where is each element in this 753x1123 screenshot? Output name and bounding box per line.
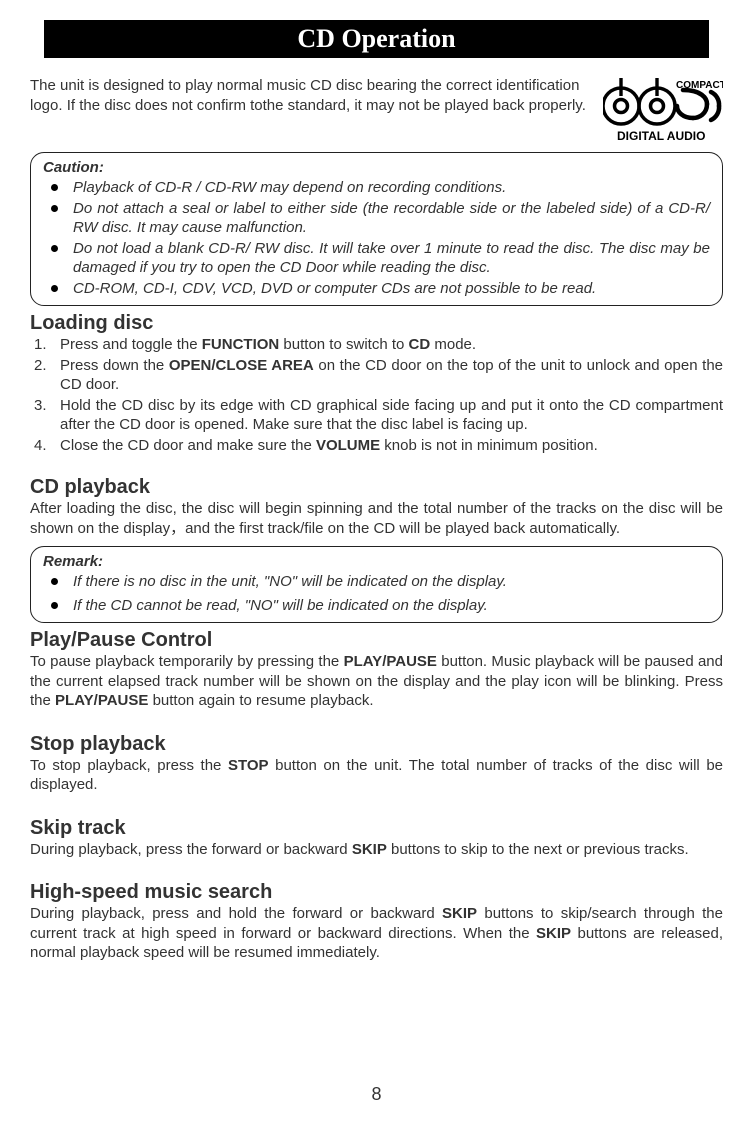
caution-list: Playback of CD-R / CD-RW may depend on r… [43, 178, 710, 298]
cd-playback-text: After loading the disc, the disc will be… [30, 499, 723, 538]
remark-heading: Remark: [43, 553, 710, 570]
intro-text: The unit is designed to play normal musi… [30, 76, 589, 117]
caution-item: CD-ROM, CD-I, CDV, VCD, DVD or computer … [43, 279, 710, 299]
skip-heading: Skip track [30, 817, 723, 840]
caution-item: Do not load a blank CD-R/ RW disc. It wi… [43, 239, 710, 278]
search-heading: High-speed music search [30, 881, 723, 904]
remark-box: Remark: If there is no disc in the unit,… [30, 546, 723, 623]
caution-heading: Caution: [43, 159, 710, 176]
loading-step: Press and toggle the FUNCTION button to … [30, 335, 723, 355]
loading-heading: Loading disc [30, 312, 723, 335]
svg-text:DIGITAL AUDIO: DIGITAL AUDIO [617, 129, 705, 143]
loading-step: Hold the CD disc by its edge with CD gra… [30, 396, 723, 435]
stop-heading: Stop playback [30, 733, 723, 756]
page-number: 8 [0, 1084, 753, 1105]
playpause-text: To pause playback temporarily by pressin… [30, 652, 723, 711]
compact-disc-logo-icon: COMPACT DIGITAL AUDIO [603, 76, 723, 144]
skip-text: During playback, press the forward or ba… [30, 840, 723, 860]
remark-item: If there is no disc in the unit, "NO" wi… [43, 572, 710, 592]
loading-steps: Press and toggle the FUNCTION button to … [30, 335, 723, 455]
loading-step: Close the CD door and make sure the VOLU… [30, 436, 723, 456]
stop-text: To stop playback, press the STOP button … [30, 756, 723, 795]
caution-box: Caution: Playback of CD-R / CD-RW may de… [30, 152, 723, 306]
playpause-heading: Play/Pause Control [30, 629, 723, 652]
caution-item: Do not attach a seal or label to either … [43, 199, 710, 238]
cd-playback-heading: CD playback [30, 476, 723, 499]
search-text: During playback, press and hold the forw… [30, 904, 723, 963]
remark-item: If the CD cannot be read, "NO" will be i… [43, 596, 710, 616]
page-title: CD Operation [44, 20, 709, 58]
intro-row: The unit is designed to play normal musi… [30, 76, 723, 144]
caution-item: Playback of CD-R / CD-RW may depend on r… [43, 178, 710, 198]
remark-list: If there is no disc in the unit, "NO" wi… [43, 572, 710, 615]
loading-step: Press down the OPEN/CLOSE AREA on the CD… [30, 356, 723, 395]
